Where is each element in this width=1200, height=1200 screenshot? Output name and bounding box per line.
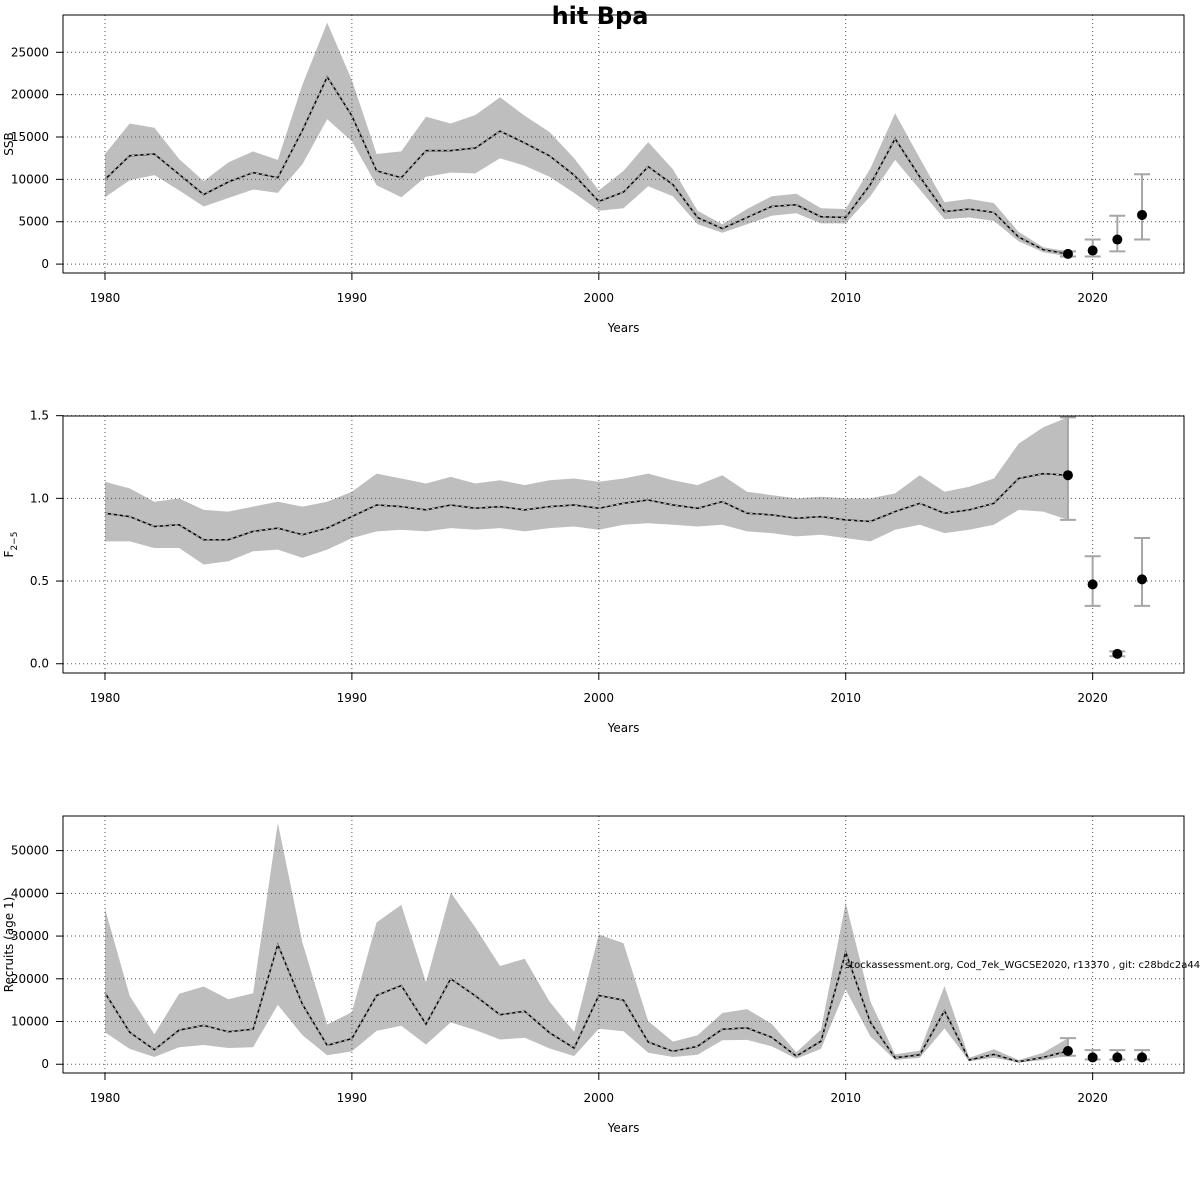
x-tick-label: 1990: [337, 691, 368, 705]
y-axis-label: SSB: [2, 132, 16, 155]
y-tick-label: 30000: [11, 929, 49, 943]
plot-frame: [62, 815, 1185, 1074]
panel-2: 1980 1990 2000 2010 20200.00.51.01.5YearsF2−…: [2, 409, 1185, 735]
watermark-text: stockassessment.org, Cod_7ek_WGCSE2020, …: [845, 960, 1200, 971]
y-tick-label: 15000: [11, 130, 49, 144]
forecast-point: [1112, 234, 1123, 245]
y-tick-label: 10000: [11, 1015, 49, 1029]
estimate-line-dash: [104, 473, 1068, 541]
estimate-line-dash: [104, 75, 1068, 255]
plot-frame: [62, 415, 1185, 674]
y-tick-label: 1.5: [30, 409, 49, 423]
estimate-line: [104, 942, 1069, 1063]
y-tick-label: 0.0: [30, 657, 49, 671]
x-tick-label: 2020: [1077, 1091, 1108, 1105]
forecast-point: [1137, 209, 1148, 220]
y-tick-label: 10000: [11, 172, 49, 186]
forecast-point: [1112, 648, 1123, 659]
forecast-point: [1062, 248, 1073, 259]
panel-1: 1980 1990 2000 2010 2020 0 5000 10000 15000 20000…: [2, 14, 1185, 335]
x-tick-label: 2010: [830, 291, 861, 305]
x-tick-label: 2000: [584, 1091, 615, 1105]
chart-title: hit Bpa: [552, 2, 649, 30]
y-tick-label: 25000: [11, 45, 49, 59]
forecast-point: [1112, 1052, 1123, 1063]
y-tick-label: 0: [41, 257, 49, 271]
x-tick-label: 1980: [90, 691, 121, 705]
y-tick-label: 5000: [18, 215, 49, 229]
x-axis-label: Years: [607, 721, 640, 735]
x-tick-label: 2000: [584, 291, 615, 305]
x-axis-label: Years: [607, 1121, 640, 1135]
confidence-band: [105, 417, 1068, 565]
plot-frame: [62, 14, 1185, 274]
x-tick-label: 2020: [1077, 691, 1108, 705]
x-axis-label: Years: [607, 321, 640, 335]
x-tick-label: 1980: [90, 1091, 121, 1105]
forecast-point: [1137, 1052, 1148, 1063]
forecast-point: [1087, 245, 1098, 256]
y-axis-label-subscript: 2−5: [10, 532, 20, 551]
x-tick-label: 1990: [337, 291, 368, 305]
forecast-point: [1062, 470, 1073, 481]
x-tick-label: 2020: [1077, 291, 1108, 305]
x-tick-label: 1990: [337, 1091, 368, 1105]
confidence-band: [105, 822, 1068, 1063]
x-tick-label: 2010: [830, 691, 861, 705]
forecast-point: [1087, 1052, 1098, 1063]
y-tick-label: 0.5: [30, 574, 49, 588]
y-tick-label: 50000: [11, 844, 49, 858]
y-tick-label: 20000: [11, 972, 49, 986]
x-tick-label: 2000: [584, 691, 615, 705]
y-axis-label: Recruits (age 1): [2, 897, 16, 993]
panel-3: 1980 1990 2000 2010 2020 0 10000 20000 30000 4000…: [2, 815, 1185, 1135]
forecast-point: [1087, 579, 1098, 590]
x-tick-label: 2010: [830, 1091, 861, 1105]
y-tick-label: 1.0: [30, 491, 49, 505]
y-tick-label: 40000: [11, 886, 49, 900]
forecast-point: [1062, 1045, 1073, 1056]
y-tick-label: 0: [41, 1057, 49, 1071]
y-tick-label: 20000: [11, 88, 49, 102]
chart-panels: 1980 1990 2000 2010 202005000100001500020000…: [2, 14, 1185, 1135]
x-tick-label: 1980: [90, 291, 121, 305]
forecast-point: [1137, 574, 1148, 585]
confidence-band: [105, 22, 1068, 257]
